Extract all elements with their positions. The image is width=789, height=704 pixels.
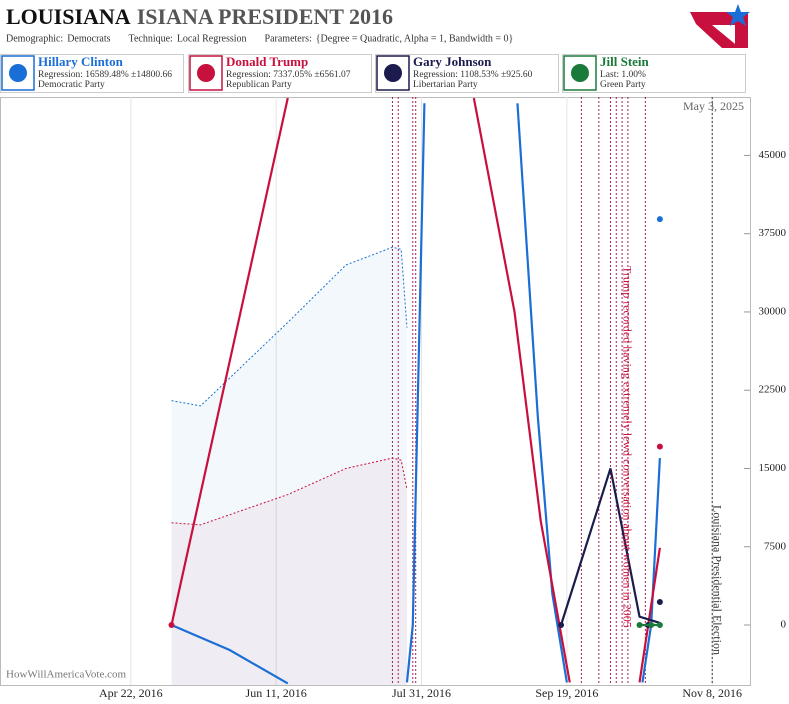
x-tick-label: Nov 8, 2016 [682, 686, 742, 700]
annotation: Trump recorded having extremely lewd con… [620, 266, 634, 628]
poll-point [656, 443, 663, 450]
x-tick-label: Jul 31, 2016 [392, 686, 451, 700]
y-tick-label: 30000 [759, 305, 787, 317]
title: LOUISIANA ISIANA PRESIDENT 2016 [6, 4, 393, 29]
poll-point [648, 622, 655, 628]
poll-point [656, 622, 663, 628]
parameters: Demographic: Democrats Technique: Local Reg… [6, 33, 513, 44]
poll-point [168, 622, 175, 628]
y-tick-label: 22500 [759, 384, 787, 396]
y-tick-label: 0 [781, 619, 787, 631]
poll-point [558, 622, 565, 628]
x-tick-label: Sep 19, 2016 [535, 686, 598, 700]
y-tick-label: 37500 [759, 227, 787, 239]
plot-frame [0, 97, 751, 686]
poll-point [656, 216, 663, 223]
annotation: Louisiana Presidential Election [710, 505, 724, 655]
plot-area [130, 97, 713, 685]
confidence-band [171, 457, 408, 526]
legend-party: Libertarian Party [413, 80, 478, 90]
param-value: {Degree = Quadratic, Alpha = 1, Bandwidt… [316, 33, 514, 44]
legend-detail: Regression: 7337.05% ±6561.07 [226, 70, 351, 80]
y-tick-label: 15000 [759, 462, 787, 474]
param-label: Parameters: [265, 33, 312, 44]
confidence-fill [171, 247, 407, 685]
legend-detail: Last: 1.00% [600, 70, 646, 80]
param-value: Democrats [67, 33, 110, 44]
legend-icon-glyph [384, 64, 402, 82]
legend-name: Jill Stein [600, 54, 650, 69]
legend-name: Hillary Clinton [38, 54, 124, 69]
regression-line [171, 103, 661, 685]
regression-line [559, 468, 661, 626]
date-stamp: May 3, 2025 [683, 99, 744, 113]
param-label: Technique: [129, 33, 173, 44]
legend-icon-glyph [197, 64, 215, 82]
regression-line [170, 97, 661, 683]
param-value: Local Regression [177, 33, 247, 44]
plot: Apr 22, 2016 Jun 11, 2016 Jul 31, 2016 Sep … [6, 97, 787, 700]
legend-party: Democratic Party [38, 80, 105, 90]
confidence-band [171, 246, 408, 407]
y-tick-label: 7500 [764, 540, 787, 552]
param-label: Demographic: [6, 33, 63, 44]
poll-point [636, 622, 643, 628]
legend-party: Green Party [600, 80, 646, 90]
legend-name: Gary Johnson [413, 54, 492, 69]
legend-party: Republican Party [226, 80, 292, 90]
credit: HowWillAmericaVote.com [6, 669, 126, 681]
poll-point [656, 599, 663, 606]
x-tick-label: Jun 11, 2016 [246, 686, 307, 700]
legend-icon-glyph [571, 64, 589, 82]
legend-detail: Regression: 1108.53% ±925.60 [413, 70, 533, 80]
y-tick-label: 45000 [759, 149, 787, 161]
logo [690, 4, 750, 48]
x-tick-label: Apr 22, 2016 [99, 686, 163, 700]
legend-icon-glyph [9, 64, 27, 82]
legend-detail: Regression: 16589.48% ±14800.66 [38, 70, 172, 80]
legend-name: Donald Trump [226, 54, 308, 69]
